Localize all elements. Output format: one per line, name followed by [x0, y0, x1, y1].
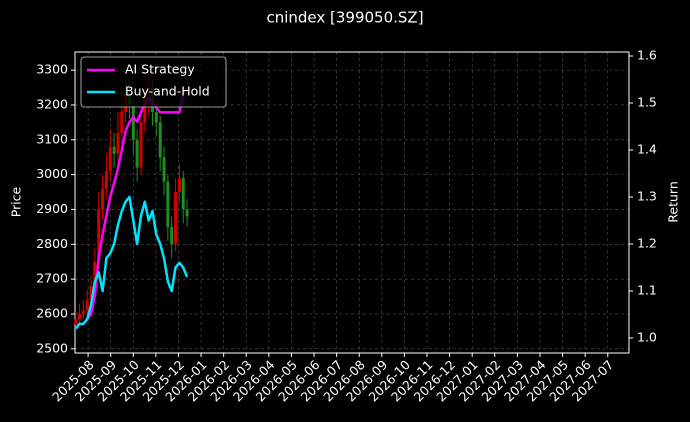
series-line: [74, 195, 189, 330]
y-axis-label: Price: [9, 186, 24, 217]
candle-body: [162, 157, 166, 182]
y-tick-label: 2600: [36, 305, 68, 320]
candle-body: [170, 226, 174, 245]
candle-body: [89, 286, 93, 301]
y-tick-label: 3000: [36, 166, 68, 181]
candle-body: [143, 104, 147, 123]
y-tick-label: 2800: [36, 236, 68, 251]
candle-body: [185, 209, 189, 217]
plot-frame: [74, 51, 630, 354]
y-tick-label: 3300: [36, 62, 68, 77]
candle-body: [104, 171, 108, 189]
candle-body: [93, 261, 97, 287]
candle-body: [131, 104, 135, 140]
series-line: [74, 88, 189, 330]
candle-body: [85, 300, 89, 311]
candle-body: [78, 313, 82, 320]
candle-body: [108, 146, 112, 172]
y2-tick-label: 1.0: [637, 329, 657, 344]
legend-label: AI Strategy: [125, 62, 195, 77]
candle-body: [120, 111, 124, 133]
y2-tick-label: 1.2: [637, 235, 657, 250]
candle-body: [81, 310, 85, 314]
candle-body: [97, 209, 101, 262]
y-tick-label: 2500: [36, 340, 68, 355]
y-tick-label: 2700: [36, 271, 68, 286]
candle-body: [174, 192, 178, 245]
candle-body: [154, 111, 158, 123]
y2-tick-label: 1.3: [637, 188, 657, 203]
candle-body: [116, 132, 120, 154]
y2-axis-label: Return: [666, 181, 681, 222]
legend-box: [80, 56, 227, 108]
legend-label: Buy-and-Hold: [125, 84, 210, 99]
chart-title: cnindex [399050.SZ]: [266, 9, 423, 27]
candle-body: [135, 139, 139, 168]
candle-body: [139, 122, 143, 168]
y2-tick-label: 1.4: [637, 141, 657, 156]
y2-tick-label: 1.6: [637, 47, 657, 62]
candle-body: [177, 178, 181, 193]
candle-body: [74, 319, 78, 325]
candle-body: [101, 188, 105, 210]
y2-tick-label: 1.1: [637, 282, 657, 297]
candle-body: [112, 146, 116, 154]
candle-body: [166, 181, 170, 227]
y-tick-label: 3200: [36, 96, 68, 111]
candle-body: [158, 122, 162, 158]
y-tick-label: 2900: [36, 201, 68, 216]
y-tick-label: 3100: [36, 131, 68, 146]
candle-body: [181, 178, 185, 210]
y2-tick-label: 1.5: [637, 94, 657, 109]
